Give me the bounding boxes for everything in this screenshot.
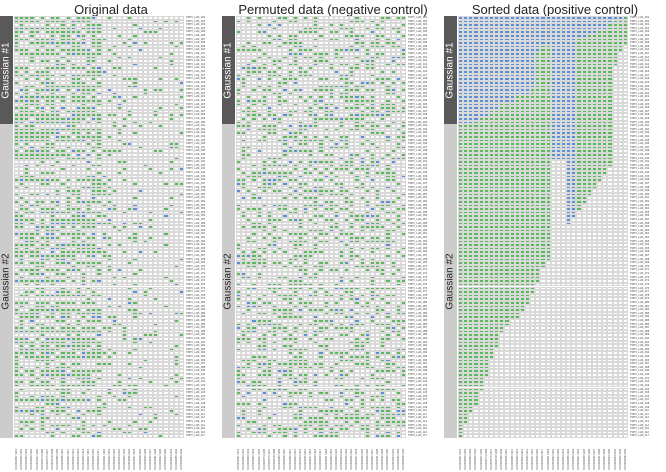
panel-original-data: Original data Gaussian #1 Gaussian #2 TRP… [0,0,222,472]
band-label-1: Gaussian #1 [0,16,13,124]
heatmap-grid-original [14,16,184,438]
band-label-2: Gaussian #2 [0,124,13,438]
